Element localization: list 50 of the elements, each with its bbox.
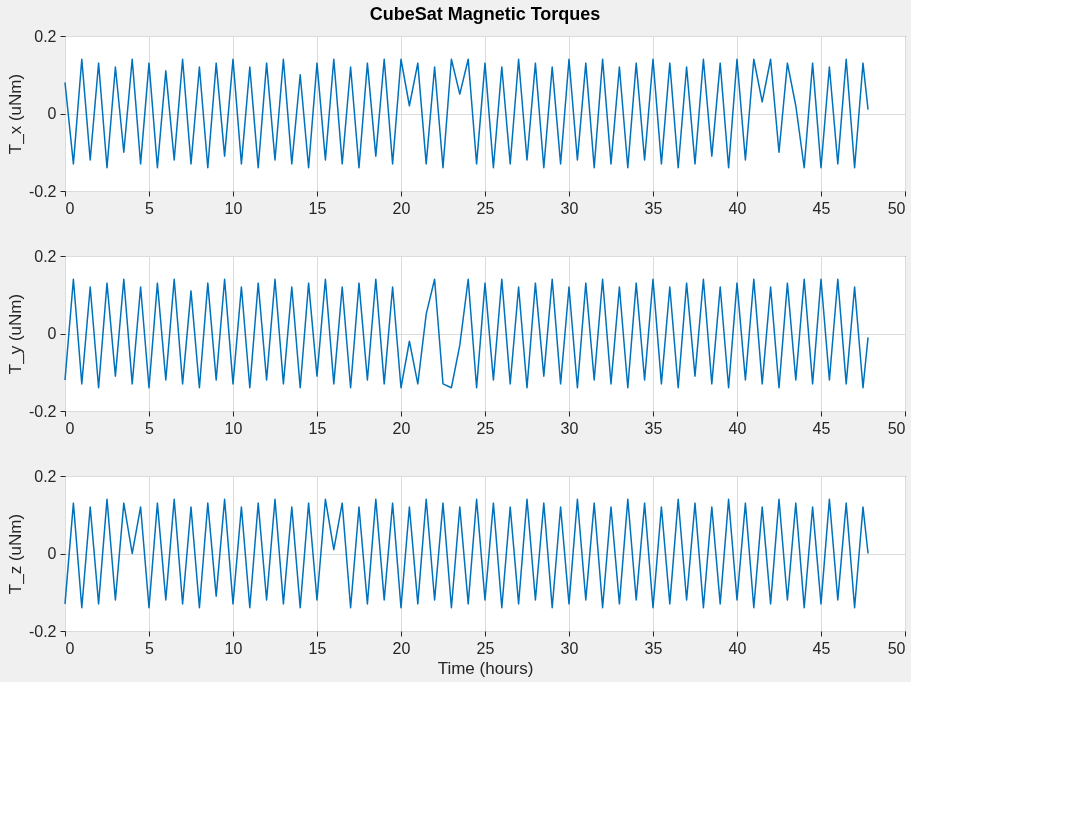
x-tick-label: 40 [728, 199, 747, 217]
x-tick-label: 10 [224, 419, 243, 437]
line-series [64, 278, 869, 389]
x-tick-label: 0 [65, 639, 75, 657]
y-axis-title: T_z (uNm) [5, 513, 25, 595]
line-series [64, 498, 869, 609]
y-tick-label: 0 [47, 545, 57, 562]
x-tick-label: 10 [224, 199, 243, 217]
x-tick-label: 15 [308, 199, 327, 217]
y-tick-label: 0.2 [34, 247, 57, 265]
y-tick-label: -0.2 [28, 622, 57, 640]
x-tick-label: 50 [887, 199, 906, 217]
x-tick-label: 5 [145, 639, 155, 657]
chart-title: CubeSat Magnetic Torques [369, 4, 601, 24]
y-tick-label: -0.2 [28, 182, 57, 200]
x-tick-label: 15 [308, 639, 327, 657]
x-tick-label: 45 [812, 419, 831, 437]
x-tick-label: 40 [728, 419, 747, 437]
x-tick-label: 30 [560, 639, 579, 657]
x-tick-label: 40 [728, 639, 747, 657]
x-axis-title: Time (hours) [437, 658, 534, 678]
x-tick-label: 25 [476, 419, 495, 437]
x-tick-label: 20 [392, 199, 411, 217]
x-tick-label: 15 [308, 419, 327, 437]
x-tick-label: 20 [392, 419, 411, 437]
y-tick-label: 0.2 [34, 27, 57, 45]
x-tick-label: 45 [812, 639, 831, 657]
x-tick-label: 35 [644, 199, 663, 217]
x-tick-label: 0 [65, 199, 75, 217]
x-tick-label: 50 [887, 419, 906, 437]
x-tick-label: 30 [560, 419, 579, 437]
y-axis-title: T_y (uNm) [5, 293, 25, 375]
x-tick-label: 5 [145, 419, 155, 437]
y-axis-title: T_x (uNm) [5, 73, 25, 155]
y-tick-label: 0.2 [34, 467, 57, 485]
x-tick-label: 45 [812, 199, 831, 217]
x-tick-label: 10 [224, 639, 243, 657]
x-tick-label: 35 [644, 639, 663, 657]
x-tick-label: 30 [560, 199, 579, 217]
y-tick-label: 0 [47, 325, 57, 342]
x-tick-label: 20 [392, 639, 411, 657]
x-tick-label: 50 [887, 639, 906, 657]
x-tick-label: 35 [644, 419, 663, 437]
x-tick-label: 25 [476, 199, 495, 217]
x-tick-label: 25 [476, 639, 495, 657]
x-tick-label: 5 [145, 199, 155, 217]
y-tick-label: -0.2 [28, 402, 57, 420]
line-series [64, 58, 869, 169]
y-tick-label: 0 [47, 105, 57, 122]
x-tick-label: 0 [65, 419, 75, 437]
